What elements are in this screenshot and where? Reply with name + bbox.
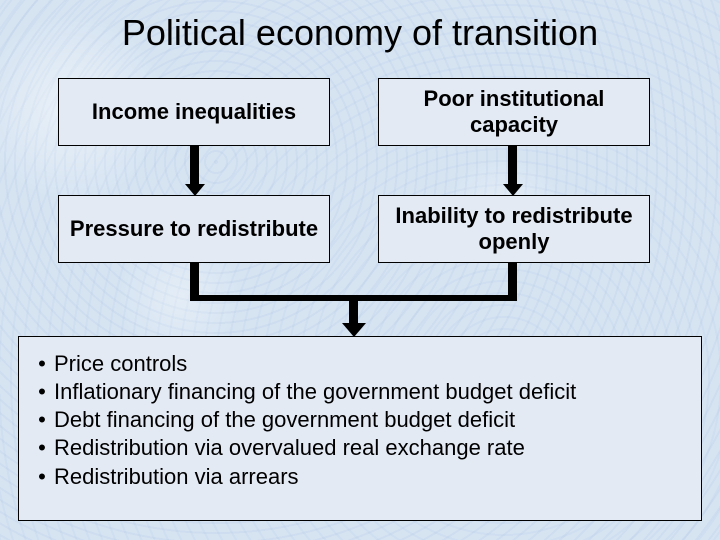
bullet-dot-icon: • (30, 378, 54, 406)
bullet-text: Redistribution via overvalued real excha… (54, 434, 525, 462)
node-poor-institutional-capacity: Poor institutional capacity (378, 78, 650, 146)
bullet-text: Redistribution via arrears (54, 463, 299, 491)
node-inability-to-redistribute: Inability to redistribute openly (378, 195, 650, 263)
bullet-text: Price controls (54, 350, 187, 378)
bullet-text: Debt financing of the government budget … (54, 406, 515, 434)
slide: Political economy of transition Income i… (0, 0, 720, 540)
bullet-item: •Price controls (30, 350, 576, 378)
merge-center-drop (349, 301, 358, 323)
bullet-dot-icon: • (30, 350, 54, 378)
bullet-dot-icon: • (30, 463, 54, 491)
bullet-list: •Price controls•Inflationary financing o… (30, 350, 576, 491)
bullet-item: •Redistribution via arrears (30, 463, 576, 491)
arrow-left-stem (190, 146, 199, 184)
bullet-item: •Inflationary financing of the governmen… (30, 378, 576, 406)
bullet-text: Inflationary financing of the government… (54, 378, 576, 406)
arrow-right-head (503, 184, 523, 196)
bullet-item: •Debt financing of the government budget… (30, 406, 576, 434)
bullet-item: •Redistribution via overvalued real exch… (30, 434, 576, 462)
node-income-inequalities: Income inequalities (58, 78, 330, 146)
merge-head (342, 323, 366, 337)
node-pressure-to-redistribute: Pressure to redistribute (58, 195, 330, 263)
arrow-left-head (185, 184, 205, 196)
bullet-dot-icon: • (30, 434, 54, 462)
bullet-dot-icon: • (30, 406, 54, 434)
slide-title: Political economy of transition (0, 12, 720, 54)
arrow-right-stem (508, 146, 517, 184)
